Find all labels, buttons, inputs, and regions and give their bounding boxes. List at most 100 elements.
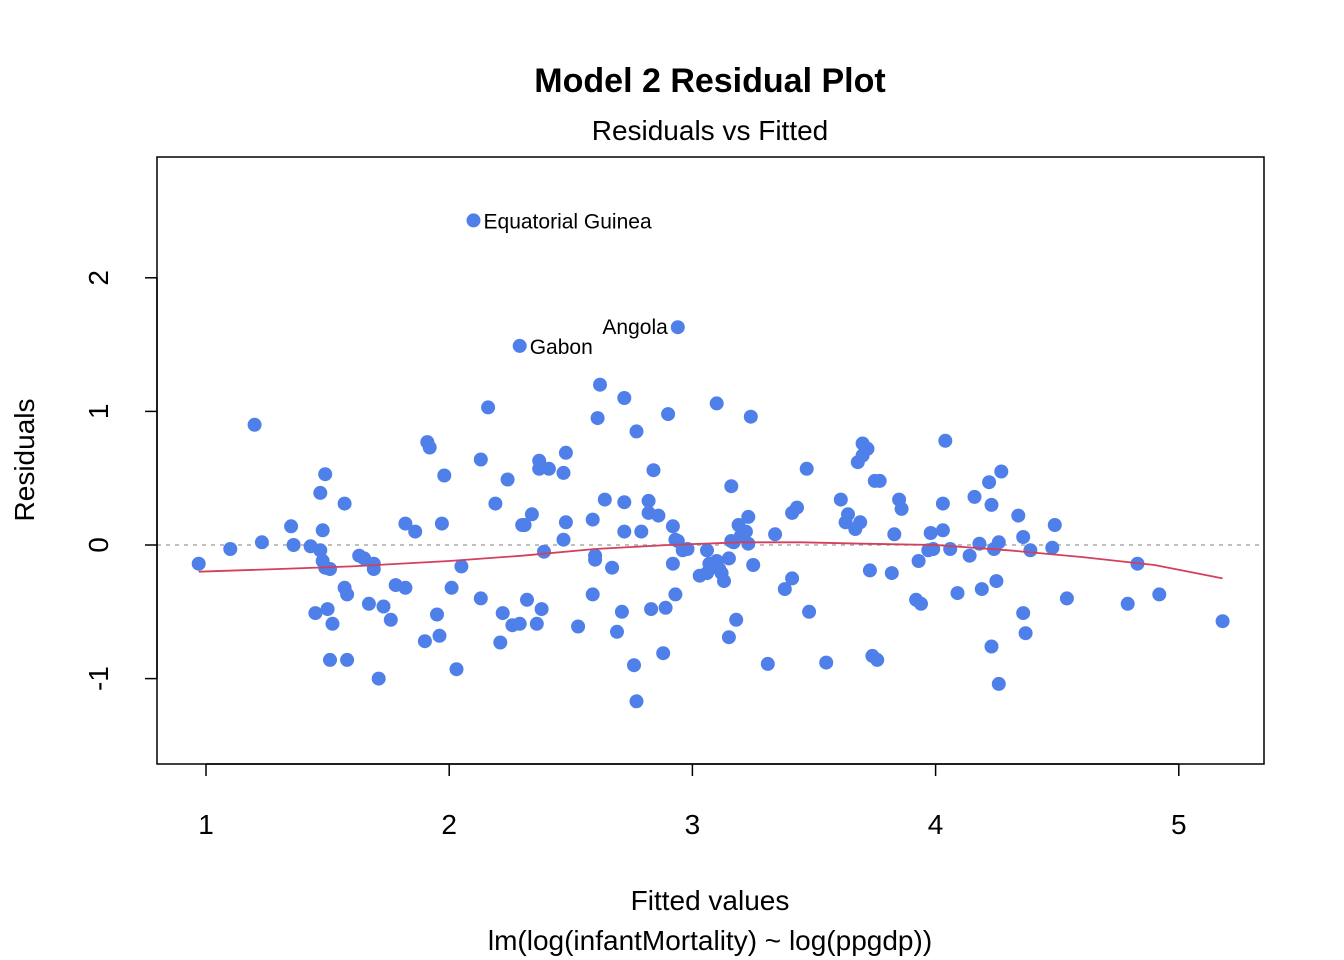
data-point — [398, 580, 413, 595]
data-point — [320, 602, 335, 617]
data-point — [870, 652, 885, 667]
data-point — [943, 542, 958, 556]
data-point — [191, 556, 206, 571]
y-tick-label: 2 — [83, 270, 114, 286]
x-tick-label: 4 — [928, 809, 944, 840]
data-point — [556, 465, 571, 480]
data-point — [254, 535, 269, 550]
data-point — [558, 515, 573, 530]
data-point — [651, 508, 666, 523]
data-point — [729, 612, 744, 627]
data-point — [473, 591, 488, 606]
labeled-data-point — [670, 320, 685, 335]
data-point — [760, 656, 775, 671]
data-point — [541, 461, 556, 476]
data-point — [617, 391, 632, 405]
labeled-data-point — [512, 338, 527, 353]
data-point — [323, 652, 337, 667]
data-point — [799, 461, 814, 476]
data-point — [709, 396, 724, 411]
data-point — [680, 542, 695, 556]
data-point — [950, 586, 965, 601]
x-tick-label: 5 — [1171, 809, 1187, 840]
data-point — [644, 602, 659, 617]
data-point — [590, 411, 605, 426]
data-point — [1045, 540, 1060, 555]
data-point — [571, 619, 586, 634]
data-point — [741, 509, 756, 524]
data-point — [512, 616, 527, 631]
data-point — [473, 452, 488, 467]
data-point — [247, 417, 262, 432]
data-point — [656, 646, 671, 661]
data-point — [746, 558, 761, 572]
data-point — [408, 524, 423, 539]
data-point — [361, 596, 376, 611]
data-point — [634, 524, 649, 539]
data-point — [337, 496, 352, 511]
chart-title: Model 2 Residual Plot — [534, 62, 885, 100]
data-point — [872, 473, 887, 488]
data-point — [777, 582, 792, 597]
data-point — [318, 467, 333, 482]
data-point — [588, 552, 603, 567]
plot-frame — [156, 156, 1265, 765]
data-point — [529, 616, 544, 631]
data-point — [862, 563, 877, 578]
x-tick-label: 3 — [685, 809, 701, 840]
y-tick-label: 1 — [83, 404, 114, 420]
data-point — [658, 600, 673, 615]
point-labels: Equatorial Guinea Gabon Angola — [484, 210, 669, 359]
data-point — [911, 554, 926, 568]
data-point — [991, 676, 1006, 691]
data-point — [962, 548, 977, 563]
y-axis-label: Residuals — [9, 399, 40, 522]
data-point — [894, 501, 909, 516]
data-point — [935, 496, 950, 511]
data-point — [422, 440, 437, 455]
data-point — [1016, 530, 1031, 544]
data-point — [323, 562, 337, 576]
data-point — [802, 604, 817, 619]
points-layer — [191, 213, 1230, 709]
data-point — [738, 524, 753, 539]
data-point — [417, 634, 432, 649]
data-point — [430, 607, 444, 622]
x-axis-label: Fitted values — [631, 885, 790, 916]
data-point — [700, 543, 714, 558]
data-point — [537, 544, 551, 559]
data-point — [313, 485, 328, 500]
y-axis: -1 0 1 2 — [83, 270, 158, 691]
data-point — [991, 535, 1006, 550]
data-point — [488, 496, 503, 511]
data-point — [665, 519, 680, 534]
data-point — [994, 464, 1009, 479]
labeled-data-point — [466, 213, 481, 228]
chart-subtitle: Residuals vs Fitted — [592, 115, 829, 146]
data-point — [665, 556, 680, 571]
data-point — [1120, 596, 1135, 611]
data-point — [517, 518, 532, 532]
data-point — [984, 497, 999, 512]
data-point — [646, 463, 661, 478]
data-point — [308, 606, 323, 621]
data-point — [524, 507, 539, 522]
data-point — [449, 662, 464, 677]
data-point — [1059, 591, 1074, 606]
point-label: Gabon — [530, 336, 593, 359]
data-point — [717, 574, 731, 589]
point-label: Angola — [602, 316, 668, 339]
data-point — [532, 461, 547, 476]
data-point — [434, 516, 449, 531]
data-point — [661, 407, 676, 422]
data-point — [768, 527, 783, 542]
x-tick-label: 2 — [441, 809, 457, 840]
x-tick-label: 1 — [198, 809, 214, 840]
data-point — [982, 475, 997, 490]
data-point — [887, 527, 902, 542]
data-point — [935, 523, 950, 538]
data-point — [585, 512, 600, 527]
data-point — [558, 445, 573, 460]
data-point — [1011, 508, 1026, 523]
data-point — [593, 377, 607, 392]
